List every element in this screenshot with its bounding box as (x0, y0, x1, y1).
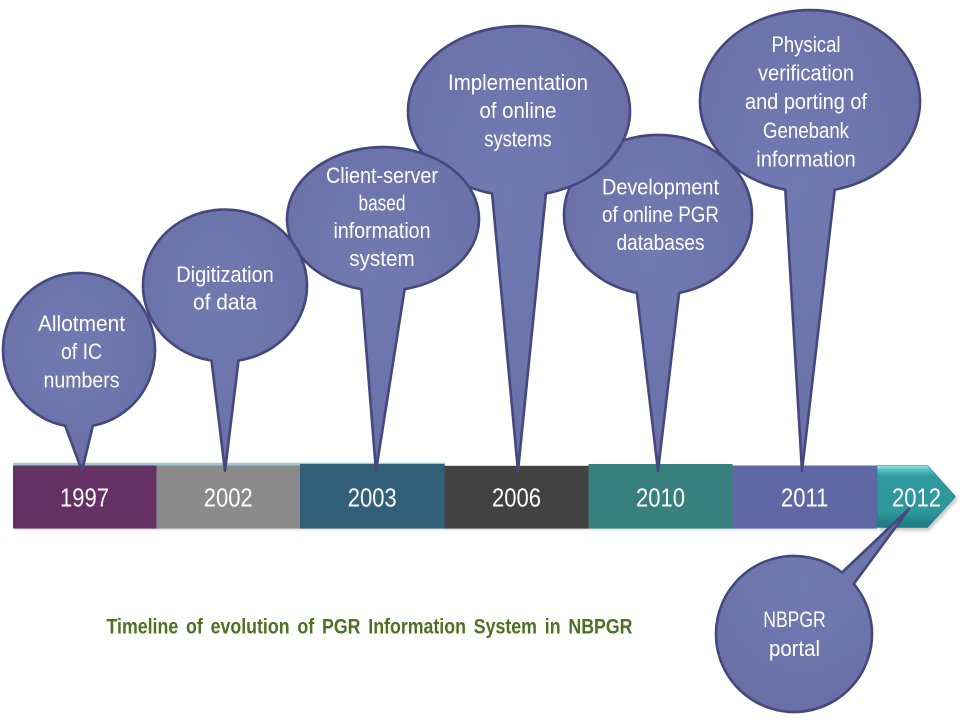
svg-text:of IC: of IC (61, 339, 102, 364)
svg-text:Digitization: Digitization (176, 262, 274, 287)
svg-text:and porting of: and porting of (745, 89, 868, 114)
svg-text:Genebank: Genebank (763, 118, 850, 143)
svg-text:verification: verification (758, 61, 854, 86)
svg-text:2006: 2006 (492, 484, 541, 513)
svg-text:2010: 2010 (636, 484, 685, 513)
svg-text:systems: systems (484, 127, 552, 152)
svg-text:numbers: numbers (44, 368, 120, 393)
svg-text:NBPGR: NBPGR (763, 607, 826, 632)
svg-text:system: system (349, 246, 415, 271)
svg-text:portal: portal (769, 636, 820, 661)
svg-text:of online: of online (480, 98, 557, 123)
svg-text:1997: 1997 (60, 484, 109, 513)
svg-text:2012: 2012 (892, 484, 941, 513)
svg-text:information: information (756, 147, 856, 172)
svg-text:Physical: Physical (772, 32, 841, 57)
svg-text:databases: databases (617, 230, 705, 255)
svg-text:Development: Development (602, 175, 719, 200)
svg-text:2002: 2002 (204, 484, 253, 513)
svg-text:Timeline of evolution of PGR I: Timeline of evolution of PGR Information… (107, 615, 633, 639)
svg-text:2003: 2003 (348, 484, 397, 513)
svg-text:Implementation: Implementation (448, 70, 588, 95)
svg-text:of online PGR: of online PGR (602, 202, 719, 227)
svg-text:based: based (359, 191, 406, 216)
svg-text:Client-server: Client-server (326, 163, 439, 188)
svg-text:information: information (334, 218, 431, 243)
svg-text:2011: 2011 (781, 484, 828, 513)
svg-text:of data: of data (193, 290, 258, 315)
svg-text:Allotment: Allotment (38, 311, 125, 336)
